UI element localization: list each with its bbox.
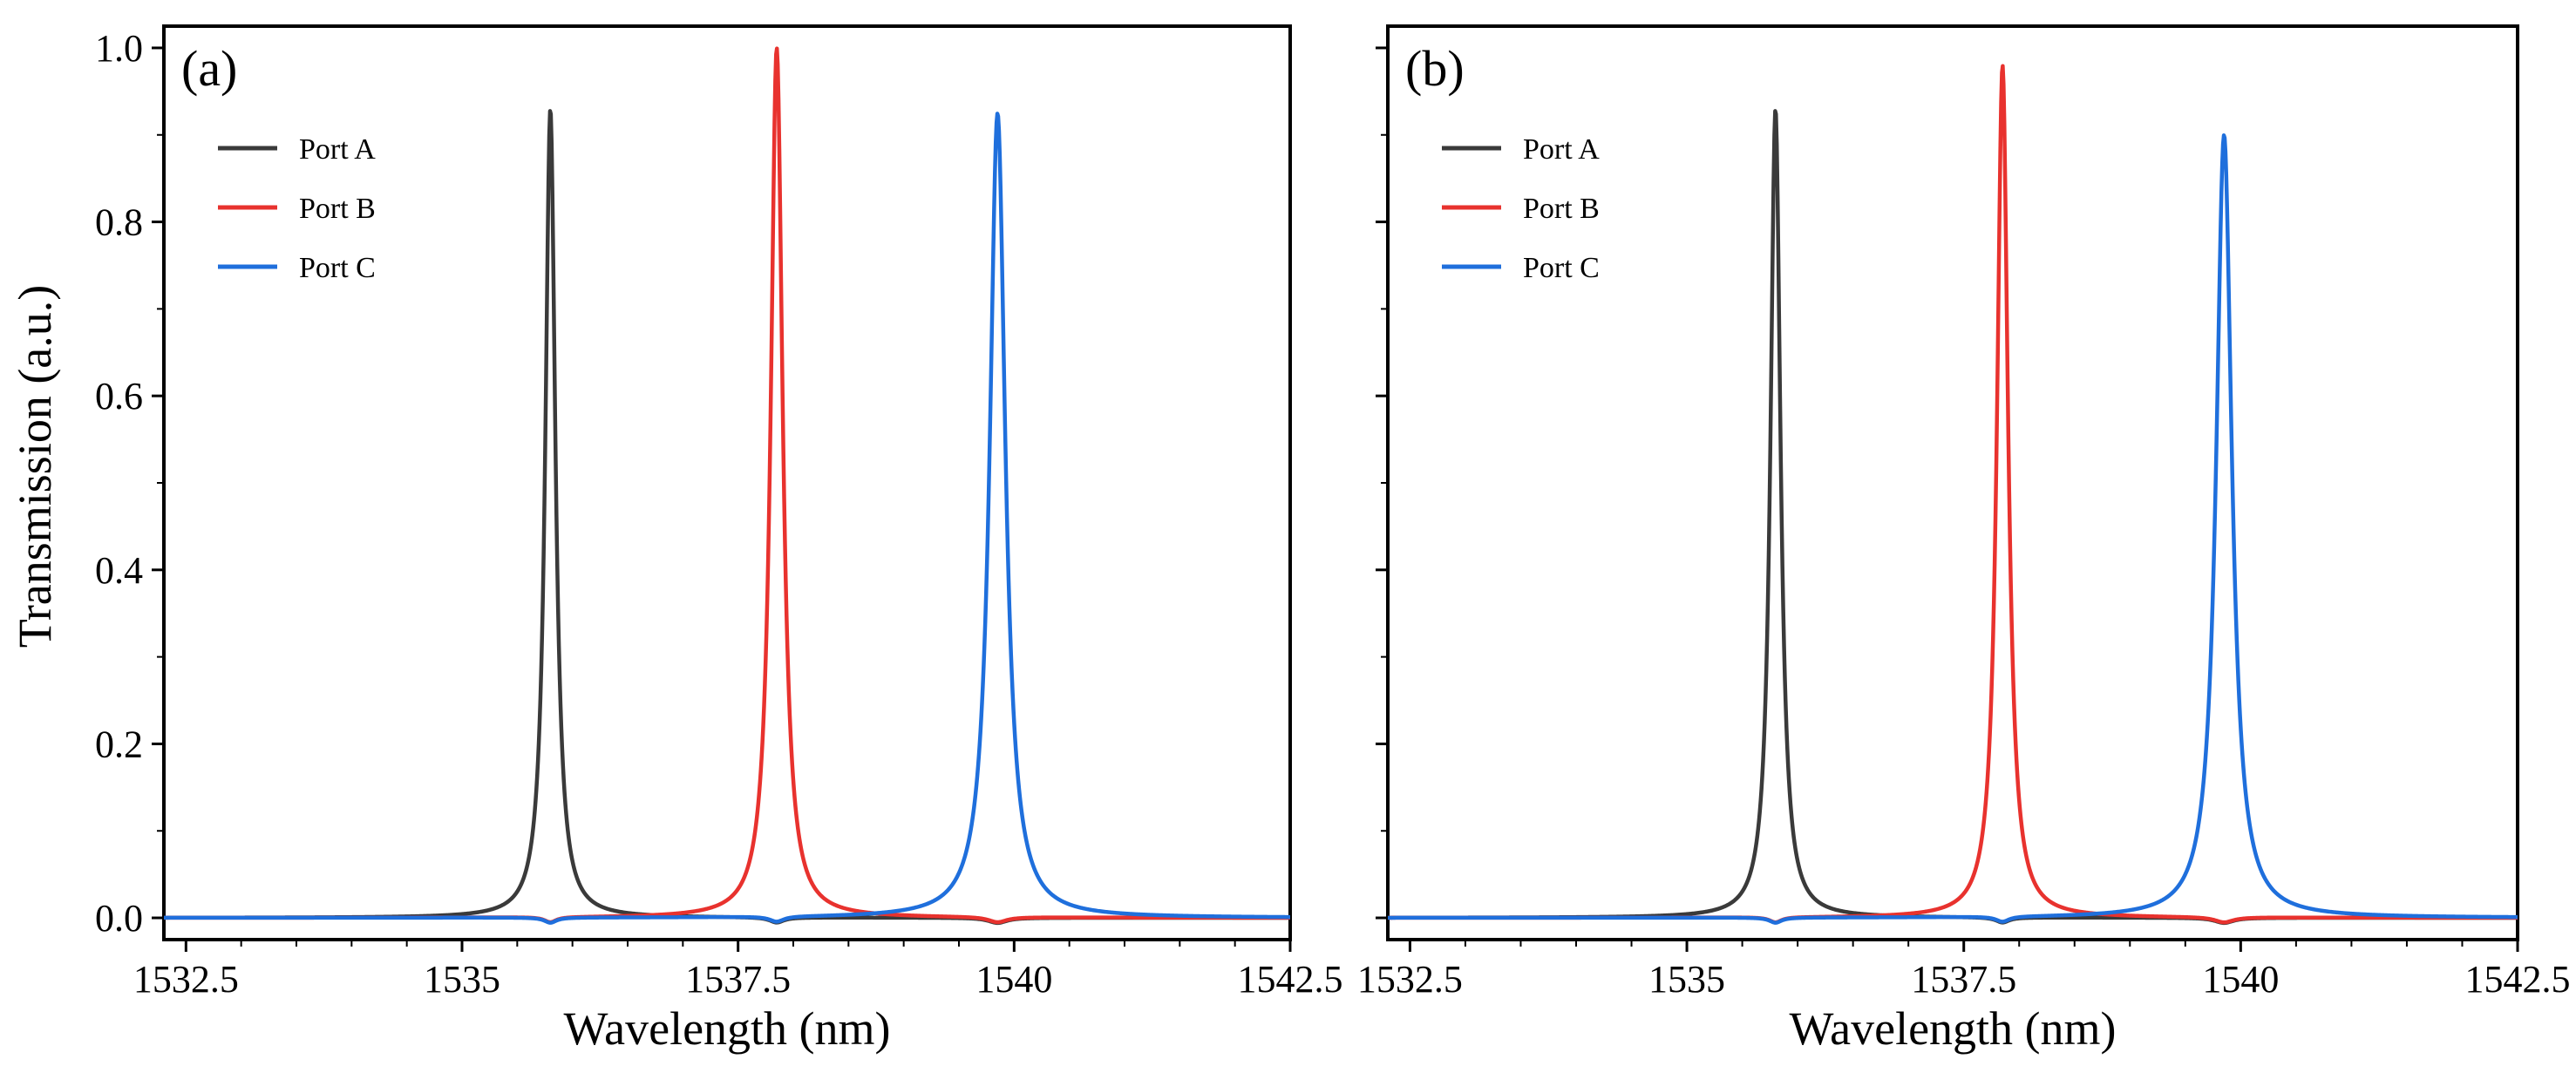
x-tick-label: 1537.5 (685, 958, 791, 1001)
x-tick-label: 1532.5 (1357, 958, 1463, 1001)
x-tick-label: 1535 (1648, 958, 1725, 1001)
x-tick-label: 1542.5 (2465, 958, 2571, 1001)
legend: Port A Port B Port C (218, 133, 376, 284)
panel-label: (a) (181, 40, 237, 97)
legend-label: Port B (1523, 193, 1600, 225)
legend-label: Port C (299, 252, 376, 284)
series-group (1388, 64, 2518, 926)
x-tick-label: 1535 (424, 958, 500, 1001)
y-tick-label: 0.8 (95, 201, 143, 244)
legend: Port A Port B Port C (1442, 133, 1600, 284)
x-tick-label: 1542.5 (1238, 958, 1343, 1001)
legend-label: Port A (1523, 133, 1600, 166)
y-tick-label: 0.6 (95, 375, 143, 418)
series-line-port-c (164, 112, 1290, 925)
series-line-port-a (1388, 109, 2518, 926)
panel-label: (b) (1405, 40, 1465, 97)
y-tick-label: 0.4 (95, 549, 143, 592)
y-axis-title: Transmission (a.u.) (9, 285, 61, 648)
x-tick-label: 1540 (2202, 958, 2279, 1001)
y-tick-label: 1.0 (95, 27, 143, 70)
series-line-port-a (164, 109, 1290, 926)
legend-label: Port C (1523, 252, 1600, 284)
x-axis-title: Wavelength (nm) (563, 1002, 890, 1055)
series-line-port-b (164, 46, 1290, 925)
legend-label: Port A (299, 133, 376, 166)
x-tick-label: 1540 (975, 958, 1052, 1001)
legend-label: Port B (299, 193, 376, 225)
panels: 1532.5 1535 1537.5 1540 1542.5 0.0 0.2 0.4 0.6 0.… (95, 24, 2571, 1055)
y-tick-label: 0.0 (95, 897, 143, 940)
y-tick-label: 0.2 (95, 723, 143, 765)
x-tick-label: 1537.5 (1911, 958, 2016, 1001)
chart-panel-b: 1532.5 1535 1537.5 1540 1542.5 Wavelength (nm… (1357, 24, 2571, 1055)
chart-panel-a: 1532.5 1535 1537.5 1540 1542.5 0.0 0.2 0.4 0.6 0.… (95, 24, 1343, 1055)
series-line-port-c (1388, 133, 2518, 925)
x-axis-title: Wavelength (nm) (1789, 1002, 2116, 1055)
x-tick-label: 1532.5 (133, 958, 239, 1001)
series-group (164, 46, 1290, 926)
